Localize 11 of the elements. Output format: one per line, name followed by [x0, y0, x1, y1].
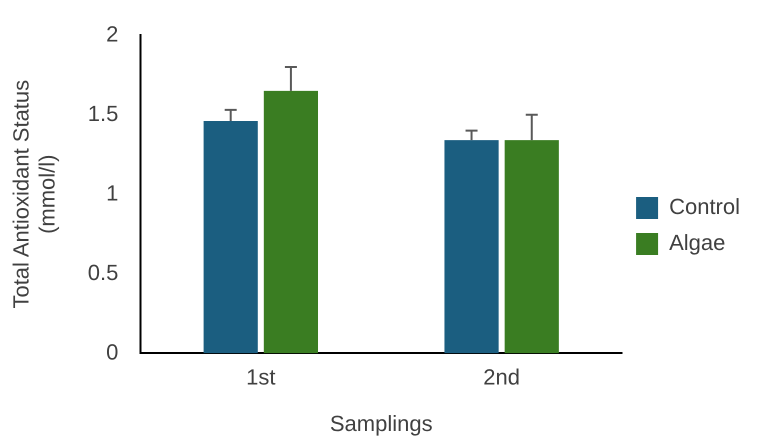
y-tick-label: 2 [106, 21, 118, 46]
legend-label: Control [669, 194, 740, 220]
y-tick-label: 1 [106, 180, 118, 206]
y-tick-label: 0 [106, 339, 118, 364]
x-tick-label: 1st [246, 364, 276, 390]
legend-label: Algae [669, 230, 726, 256]
y-tick-label: 1.5 [88, 100, 118, 126]
x-tick-label: 2nd [483, 364, 520, 390]
y-axis-title: Total Antioxidant Status (mmol/l) [8, 80, 60, 309]
x-axis-title: Samplings [330, 410, 433, 436]
y-tick-label: 0.5 [88, 260, 118, 285]
